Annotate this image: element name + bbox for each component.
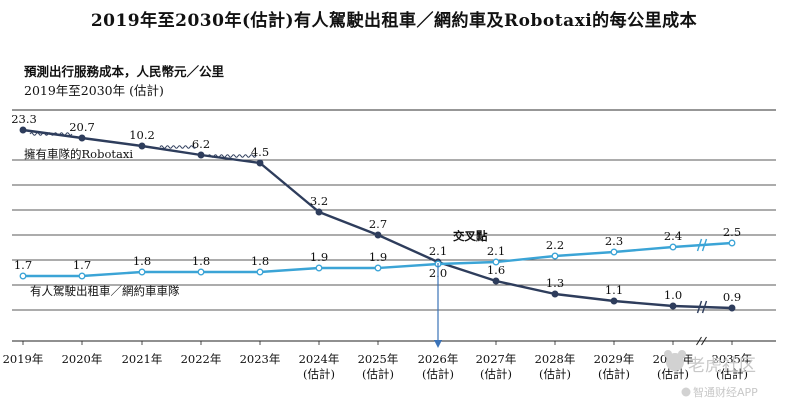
wave-break-2	[159, 145, 197, 149]
series-1-label-13: 0.9	[723, 290, 741, 304]
series-1-label-5: 4.5	[251, 145, 269, 159]
data-labels: 23.3 20.7 10.2 6.2 4.5 3.2 2.7 2.1 1.6 1.3 1.1 1.0 0…	[11, 112, 741, 304]
series-1-label-3: 10.2	[129, 128, 155, 142]
series-2-label-7: 1.9	[369, 250, 387, 264]
watermark-brand-icon	[681, 387, 691, 397]
series-2-point-6	[315, 264, 323, 272]
series-2-label-13: 2.5	[723, 225, 741, 239]
series-2-label-2: 1.7	[73, 258, 91, 272]
x-tick-label-4: 2022年	[181, 352, 222, 366]
x-tick-label-2: 2020年	[62, 352, 103, 366]
series-2-point-2	[78, 272, 86, 280]
series-1-point-6	[315, 208, 323, 216]
series-1-point-3	[138, 142, 146, 150]
x-tick-label-13: 2035年	[712, 352, 753, 366]
series-2-break-b	[701, 238, 708, 252]
series-2-label-5: 1.8	[251, 254, 269, 268]
series-1-point-7	[374, 231, 382, 239]
series-2-label-9: 2.1	[487, 244, 505, 258]
x-tick-sublabel-11: (估計)	[598, 367, 630, 381]
bear-logo-icon	[664, 350, 686, 371]
series-2-label-4: 1.8	[192, 254, 210, 268]
x-tick-label-7: 2025年	[358, 352, 399, 366]
series-1-point-10	[551, 290, 559, 298]
chart-title: 2019年至2030年(估計)有人駕駛出租車／網約車及Robotaxi的每公里成…	[90, 11, 698, 31]
series-2-point-13	[728, 239, 736, 247]
series-1-label-6: 3.2	[310, 194, 328, 208]
series-1-point-9	[492, 277, 500, 285]
range-label: 2019年至2030年 (估計)	[24, 83, 164, 98]
crossover-label: 交叉點	[453, 229, 488, 243]
wave-break-3	[207, 154, 257, 158]
bear-logo-ear-right	[678, 350, 686, 358]
series-2-point-9	[492, 258, 500, 266]
x-tick-sublabel-6: (估計)	[303, 367, 335, 381]
series-1-label-1: 23.3	[11, 112, 37, 126]
unit-label: 預測出行服務成本，人民幣元／公里	[24, 64, 225, 79]
series-2-label-6: 1.9	[310, 250, 328, 264]
series-2-name: 有人駕駛出租車／網約車車隊	[30, 284, 180, 298]
x-tick-sublabel-13: (估計)	[716, 367, 748, 381]
x-axis: 2019年 2020年 2021年 2022年 2023年 2024年(估計)2025年(…	[3, 336, 776, 381]
watermark-brand: 智通财经APP	[693, 385, 758, 399]
series-1-point-2	[78, 134, 86, 142]
series-2-label-1: 1.7	[14, 258, 32, 272]
x-tick-sublabel-7: (估計)	[362, 367, 394, 381]
x-tick-label-11: 2029年	[594, 352, 635, 366]
x-tick-sublabel-10: (估計)	[539, 367, 571, 381]
x-tick-sublabel-9: (估計)	[480, 367, 512, 381]
series-2-label-3: 1.8	[133, 254, 151, 268]
x-tick-label-10: 2028年	[535, 352, 576, 366]
x-tick-label-5: 2023年	[240, 352, 281, 366]
wave-break-1	[29, 132, 73, 136]
series-1-point-12	[669, 302, 677, 310]
x-axis-break-b	[701, 336, 707, 346]
series-2-point-12	[669, 243, 677, 251]
x-tick-label-9: 2027年	[476, 352, 517, 366]
series-2-point-10	[551, 252, 559, 260]
series-2-point-5	[256, 268, 264, 276]
series-1-label-12: 1.0	[664, 288, 682, 302]
series-2-point-1	[19, 272, 27, 280]
series-1-label-2: 20.7	[69, 120, 95, 134]
series-1-point-1	[19, 126, 27, 134]
annotations: 擁有車隊的Robotaxi 有人駕駛出租車／網約車車隊 交叉點	[24, 132, 488, 348]
crossover-arrow-head	[434, 340, 442, 348]
series-1-break-b	[701, 300, 708, 314]
series-1-point-11	[610, 297, 618, 305]
series-1-label-10: 1.3	[546, 276, 564, 290]
series-layer	[19, 126, 736, 314]
series-2-break-a	[696, 238, 703, 252]
series-2-point-7	[374, 264, 382, 272]
series-1-label-4: 6.2	[192, 137, 210, 151]
x-tick-sublabel-8: (估計)	[422, 367, 454, 381]
series-1-point-4	[197, 151, 205, 159]
x-tick-label-3: 2021年	[122, 352, 163, 366]
series-2-label-11: 2.3	[605, 234, 623, 248]
series-2-point-4	[197, 268, 205, 276]
series-1-label-9: 1.6	[487, 263, 505, 277]
series-1-label-11: 1.1	[605, 283, 623, 297]
series-1-name: 擁有車隊的Robotaxi	[24, 147, 133, 161]
x-tick-label-1: 2019年	[3, 352, 44, 366]
series-2-label-12: 2.4	[664, 229, 682, 243]
bear-logo-ear-left	[664, 350, 672, 358]
x-axis-break-a	[696, 336, 702, 346]
series-1-break-a	[696, 300, 703, 314]
gridlines	[12, 109, 776, 311]
x-tick-label-8: 2026年	[418, 352, 459, 366]
x-tick-sublabel-12: (估計)	[657, 367, 689, 381]
series-2-point-3	[138, 268, 146, 276]
series-2-label-10: 2.2	[546, 238, 564, 252]
series-1-label-7: 2.7	[369, 217, 387, 231]
series-1-point-13	[728, 304, 736, 312]
bear-logo-face	[666, 353, 684, 371]
series-2-point-11	[610, 248, 618, 256]
watermark-text: 老虎社区	[688, 356, 756, 376]
x-tick-label-6: 2024年	[299, 352, 340, 366]
series-1-label-8: 2.1	[429, 244, 447, 258]
series-1-point-5	[256, 159, 264, 167]
